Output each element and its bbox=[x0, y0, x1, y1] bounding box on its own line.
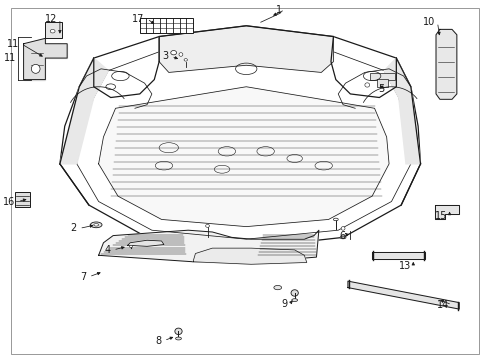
Ellipse shape bbox=[94, 224, 99, 226]
Text: 5: 5 bbox=[377, 84, 384, 94]
Ellipse shape bbox=[90, 222, 102, 228]
Text: 1: 1 bbox=[276, 5, 282, 15]
Ellipse shape bbox=[364, 83, 369, 87]
Ellipse shape bbox=[179, 53, 183, 56]
Polygon shape bbox=[384, 58, 420, 164]
Text: 7: 7 bbox=[80, 272, 86, 282]
Ellipse shape bbox=[170, 50, 176, 55]
Polygon shape bbox=[159, 26, 333, 72]
Polygon shape bbox=[99, 230, 318, 262]
Ellipse shape bbox=[129, 245, 132, 247]
Polygon shape bbox=[127, 240, 163, 246]
Ellipse shape bbox=[175, 337, 181, 340]
Ellipse shape bbox=[273, 285, 281, 290]
Polygon shape bbox=[193, 248, 306, 264]
Bar bbox=[45, 22, 62, 39]
Ellipse shape bbox=[291, 299, 297, 302]
Ellipse shape bbox=[175, 328, 182, 334]
Text: 4: 4 bbox=[104, 245, 110, 255]
Ellipse shape bbox=[205, 225, 209, 227]
Bar bbox=[140, 18, 193, 33]
Text: 2: 2 bbox=[70, 224, 77, 233]
Polygon shape bbox=[371, 252, 425, 259]
Polygon shape bbox=[60, 26, 420, 248]
Bar bbox=[376, 79, 387, 87]
Text: 12: 12 bbox=[45, 14, 58, 24]
Polygon shape bbox=[60, 58, 108, 164]
Ellipse shape bbox=[340, 236, 346, 239]
Polygon shape bbox=[23, 39, 67, 80]
Ellipse shape bbox=[341, 237, 344, 238]
Ellipse shape bbox=[183, 59, 187, 61]
Polygon shape bbox=[99, 87, 388, 226]
Ellipse shape bbox=[31, 64, 40, 73]
Text: 11: 11 bbox=[3, 53, 16, 63]
Text: 3: 3 bbox=[163, 51, 168, 61]
Text: 9: 9 bbox=[281, 299, 287, 309]
Text: 16: 16 bbox=[3, 197, 15, 207]
Polygon shape bbox=[434, 205, 458, 220]
Ellipse shape bbox=[50, 30, 55, 33]
Text: 6: 6 bbox=[339, 231, 345, 240]
Text: 15: 15 bbox=[434, 211, 446, 221]
Ellipse shape bbox=[333, 218, 338, 221]
Text: 13: 13 bbox=[398, 261, 410, 271]
Polygon shape bbox=[435, 30, 456, 99]
Text: 10: 10 bbox=[422, 17, 434, 27]
Text: 8: 8 bbox=[155, 336, 161, 346]
Text: 11: 11 bbox=[6, 39, 19, 49]
Bar bbox=[15, 192, 30, 207]
Text: 14: 14 bbox=[436, 300, 448, 310]
Bar bbox=[369, 73, 394, 80]
Ellipse shape bbox=[341, 226, 345, 230]
Text: 17: 17 bbox=[132, 14, 144, 24]
Ellipse shape bbox=[290, 290, 298, 296]
Polygon shape bbox=[347, 281, 458, 309]
